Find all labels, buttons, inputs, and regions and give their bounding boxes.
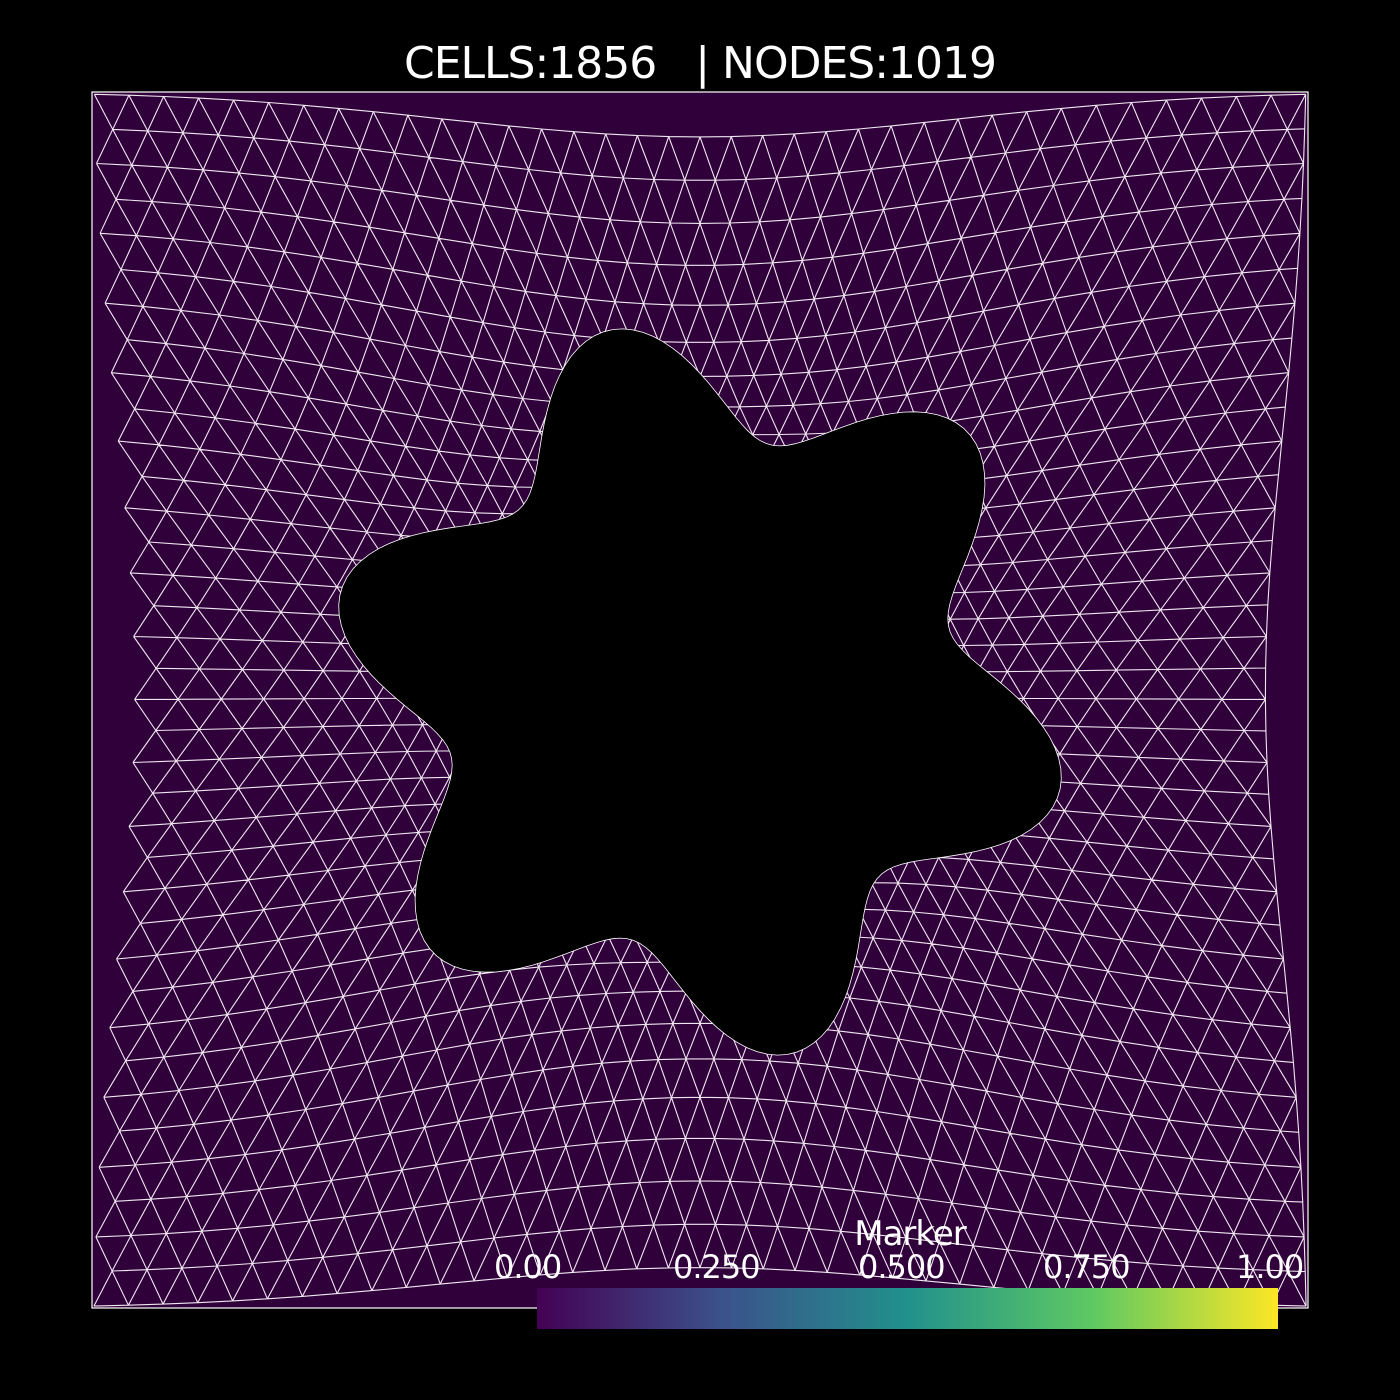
- mesh-stats-title: CELLS:1856 | NODES:1019: [0, 38, 1400, 89]
- colorbar-title: Marker: [854, 1214, 967, 1254]
- colorbar-tick-1: 0.250: [673, 1248, 761, 1286]
- colorbar-tick-2: 0.500: [858, 1248, 946, 1286]
- nodes-count-label: NODES:1019: [722, 38, 997, 89]
- colorbar-tick-3: 0.750: [1043, 1248, 1131, 1286]
- mesh-hole: [338, 328, 1062, 1056]
- colorbar-tick-4: 1.00: [1236, 1248, 1304, 1286]
- title-separator: |: [695, 38, 710, 89]
- cells-count-label: CELLS:1856: [403, 38, 657, 89]
- colorbar-gradient: [537, 1288, 1278, 1329]
- colorbar-tick-0: 0.00: [494, 1248, 562, 1286]
